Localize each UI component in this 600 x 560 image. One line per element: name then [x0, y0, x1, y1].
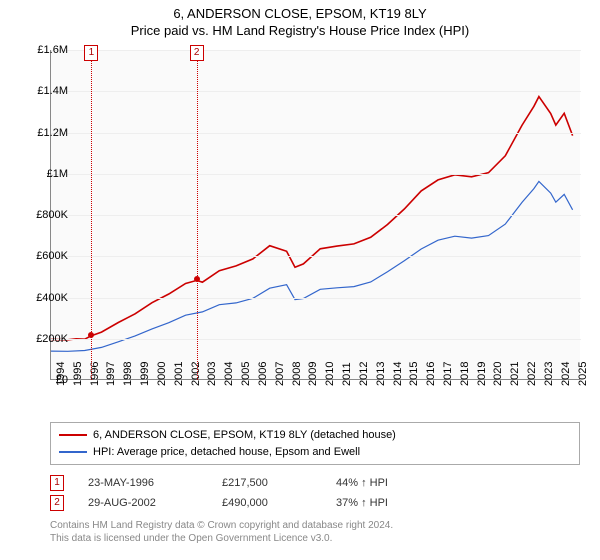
x-axis-label: 2015	[408, 362, 420, 386]
address-title: 6, ANDERSON CLOSE, EPSOM, KT19 8LY	[0, 6, 600, 21]
x-axis-label: 2018	[459, 362, 471, 386]
x-axis-label: 1995	[72, 362, 84, 386]
x-axis-label: 2016	[425, 362, 437, 386]
legend-row: 6, ANDERSON CLOSE, EPSOM, KT19 8LY (deta…	[59, 427, 571, 444]
y-axis-label: £1M	[47, 168, 68, 180]
transaction-pct: 37% ↑ HPI	[336, 497, 388, 509]
y-axis-label: £800K	[36, 209, 68, 221]
x-axis-label: 2022	[526, 362, 538, 386]
x-axis-label: 2003	[206, 362, 218, 386]
y-axis-label: £400K	[36, 292, 68, 304]
y-axis-label: £1.6M	[37, 44, 68, 56]
y-axis-label: £200K	[36, 333, 68, 345]
legend-box: 6, ANDERSON CLOSE, EPSOM, KT19 8LY (deta…	[50, 422, 580, 465]
x-axis-label: 2019	[476, 362, 488, 386]
legend-label: 6, ANDERSON CLOSE, EPSOM, KT19 8LY (deta…	[93, 427, 396, 444]
x-axis-label: 2014	[392, 362, 404, 386]
x-axis-label: 2024	[560, 362, 572, 386]
x-axis-label: 2005	[240, 362, 252, 386]
y-axis-label: £0	[56, 374, 68, 386]
x-axis-label: 1999	[139, 362, 151, 386]
transaction-date: 23-MAY-1996	[88, 477, 198, 489]
transaction-row: 2 29-AUG-2002 £490,000 37% ↑ HPI	[50, 493, 580, 513]
footer-line1: Contains HM Land Registry data © Crown c…	[50, 519, 580, 532]
x-axis-label: 1997	[105, 362, 117, 386]
legend-swatch	[59, 451, 87, 453]
marker-badge: 2	[190, 45, 204, 61]
x-axis-label: 1998	[122, 362, 134, 386]
transaction-price: £217,500	[222, 477, 312, 489]
x-axis-label: 2010	[324, 362, 336, 386]
legend-row: HPI: Average price, detached house, Epso…	[59, 444, 571, 461]
x-axis-label: 2000	[156, 362, 168, 386]
footer-text: Contains HM Land Registry data © Crown c…	[50, 519, 580, 545]
transaction-badge: 2	[50, 495, 64, 511]
x-axis-label: 2001	[173, 362, 185, 386]
x-axis-label: 2013	[375, 362, 387, 386]
y-axis-label: £1.4M	[37, 85, 68, 97]
x-axis-label: 2021	[509, 362, 521, 386]
x-axis-label: 2025	[577, 362, 589, 386]
legend-swatch	[59, 434, 87, 436]
y-axis-label: £600K	[36, 250, 68, 262]
transaction-date: 29-AUG-2002	[88, 497, 198, 509]
transaction-pct: 44% ↑ HPI	[336, 477, 388, 489]
legend-and-data: 6, ANDERSON CLOSE, EPSOM, KT19 8LY (deta…	[50, 422, 580, 545]
chart-subtitle: Price paid vs. HM Land Registry's House …	[0, 23, 600, 38]
x-axis-label: 2023	[543, 362, 555, 386]
x-axis-label: 2020	[492, 362, 504, 386]
x-axis-label: 2004	[223, 362, 235, 386]
y-axis-label: £1.2M	[37, 127, 68, 139]
marker-badge: 1	[84, 45, 98, 61]
legend-label: HPI: Average price, detached house, Epso…	[93, 444, 360, 461]
x-axis-label: 2002	[190, 362, 202, 386]
x-axis-label: 2009	[307, 362, 319, 386]
transaction-badge: 1	[50, 475, 64, 491]
x-axis-label: 2012	[358, 362, 370, 386]
transaction-rows: 1 23-MAY-1996 £217,500 44% ↑ HPI 2 29-AUG-200…	[50, 473, 580, 513]
transaction-price: £490,000	[222, 497, 312, 509]
x-axis-label: 2017	[442, 362, 454, 386]
x-axis-label: 2007	[274, 362, 286, 386]
footer-line2: This data is licensed under the Open Gov…	[50, 532, 580, 545]
x-axis-label: 2011	[341, 362, 353, 386]
chart-plot-area: 1994199519961997199819992000200120022003…	[50, 50, 580, 380]
x-axis-label: 2008	[291, 362, 303, 386]
transaction-row: 1 23-MAY-1996 £217,500 44% ↑ HPI	[50, 473, 580, 493]
x-axis-label: 2006	[257, 362, 269, 386]
